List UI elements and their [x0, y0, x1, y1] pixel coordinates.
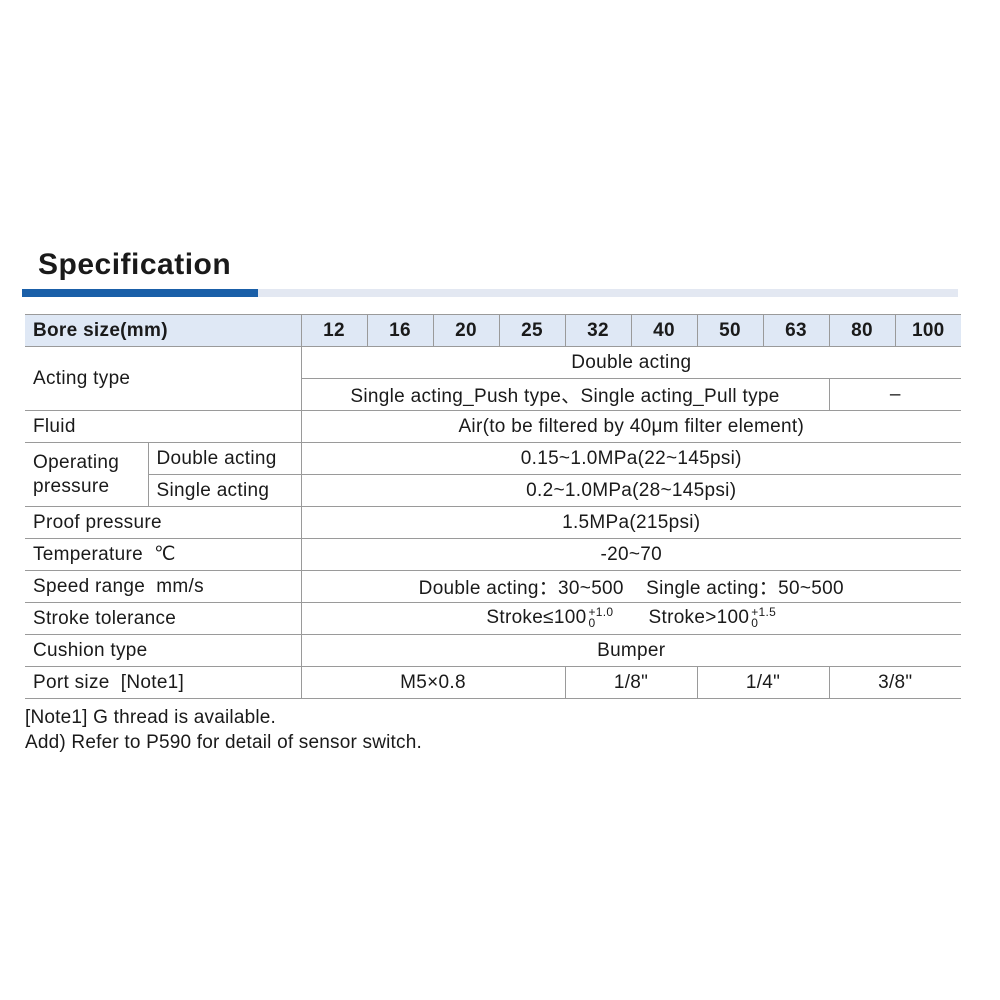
- tol-lower: 0: [588, 616, 596, 631]
- note-1: [Note1] G thread is available.: [25, 707, 277, 728]
- table-row: Port size [Note1] M5×0.8 1/8" 1/4" 3/8": [25, 666, 962, 699]
- proof-pressure-label: Proof pressure: [25, 506, 302, 539]
- speed-range-label: Speed range mm/s: [25, 570, 302, 603]
- acting-double: Double acting: [300, 346, 962, 379]
- tol-lower: 0: [751, 616, 759, 631]
- bore-size: 25: [498, 314, 566, 347]
- acting-type-label: Acting type: [25, 346, 302, 411]
- temperature-value: -20~70: [300, 538, 962, 571]
- bore-size: 50: [696, 314, 764, 347]
- table-row: Single acting_Push type、Single acting_Pu…: [25, 378, 962, 411]
- bore-size-label: Bore size(mm): [25, 314, 302, 347]
- page-title: Specification: [38, 248, 232, 281]
- bore-size: 20: [432, 314, 500, 347]
- stroke-tolerance-label: Stroke tolerance: [25, 602, 302, 635]
- op-double-label: Double acting: [147, 442, 302, 475]
- stroke-tolerance-value: Stroke≤100 +1.0 0 Stroke>100 +1.5 0: [300, 602, 962, 635]
- bore-size: 40: [630, 314, 698, 347]
- fluid-value: Air(to be filtered by 40μm filter elemen…: [300, 410, 962, 443]
- speed-range-value: Double acting：30~500 Single acting：50~50…: [300, 570, 962, 603]
- table-row: Operating pressure Double acting 0.15~1.…: [25, 442, 962, 507]
- proof-pressure-value: 1.5MPa(215psi): [300, 506, 962, 539]
- notes: [Note1] G thread is available. Add) Refe…: [25, 705, 422, 755]
- bore-size: 16: [366, 314, 434, 347]
- note-add: Add) Refer to P590 for detail of sensor …: [25, 732, 422, 753]
- temperature-label: Temperature ℃: [25, 538, 302, 571]
- stroke-b-text: Stroke>100: [648, 607, 750, 629]
- table-row: Cushion type Bumper: [25, 634, 962, 667]
- port-size-label: Port size [Note1]: [25, 666, 302, 699]
- operating-pressure-label: Operating pressure: [25, 442, 149, 507]
- table-row: Single acting 0.2~1.0MPa(28~145psi): [25, 474, 962, 507]
- stroke-a-tolerance: +1.0 0: [588, 605, 614, 631]
- op-double-value: 0.15~1.0MPa(22~145psi): [300, 442, 962, 475]
- port-size-value: M5×0.8: [300, 666, 566, 699]
- bore-size: 12: [300, 314, 368, 347]
- title-accent-bar: [22, 289, 258, 297]
- table-row: Temperature ℃ -20~70: [25, 538, 962, 571]
- op-single-label: Single acting: [148, 474, 302, 507]
- stroke-a-text: Stroke≤100: [486, 607, 587, 629]
- op-single-value: 0.2~1.0MPa(28~145psi): [300, 474, 962, 507]
- bore-size: 100: [894, 314, 962, 347]
- port-size-value: 1/8": [564, 666, 698, 699]
- bore-size: 80: [828, 314, 896, 347]
- stroke-b-tolerance: +1.5 0: [751, 605, 777, 631]
- table-row: Proof pressure 1.5MPa(215psi): [25, 506, 962, 539]
- table-row: Acting type Double acting: [25, 346, 962, 411]
- cushion-type-label: Cushion type: [25, 634, 302, 667]
- spec-table: Bore size(mm) 12 16 20 25 32 40 50 63 80…: [25, 314, 962, 699]
- tol-upper: +1.0: [588, 605, 614, 620]
- header-row: Bore size(mm) 12 16 20 25 32 40 50 63 80…: [25, 314, 962, 347]
- bore-size: 32: [564, 314, 632, 347]
- title-underline: [258, 289, 958, 297]
- acting-single-na: –: [828, 378, 962, 411]
- port-size-value: 3/8": [828, 666, 962, 699]
- table-row: Speed range mm/s Double acting：30~500 Si…: [25, 570, 962, 603]
- bore-size: 63: [762, 314, 830, 347]
- acting-single: Single acting_Push type、Single acting_Pu…: [301, 378, 830, 411]
- fluid-label: Fluid: [25, 410, 302, 443]
- table-row: Fluid Air(to be filtered by 40μm filter …: [25, 410, 962, 443]
- port-size-value: 1/4": [696, 666, 830, 699]
- cushion-type-value: Bumper: [300, 634, 962, 667]
- tol-upper: +1.5: [751, 605, 777, 620]
- table-row: Stroke tolerance Stroke≤100 +1.0 0 Stroke>…: [25, 602, 962, 635]
